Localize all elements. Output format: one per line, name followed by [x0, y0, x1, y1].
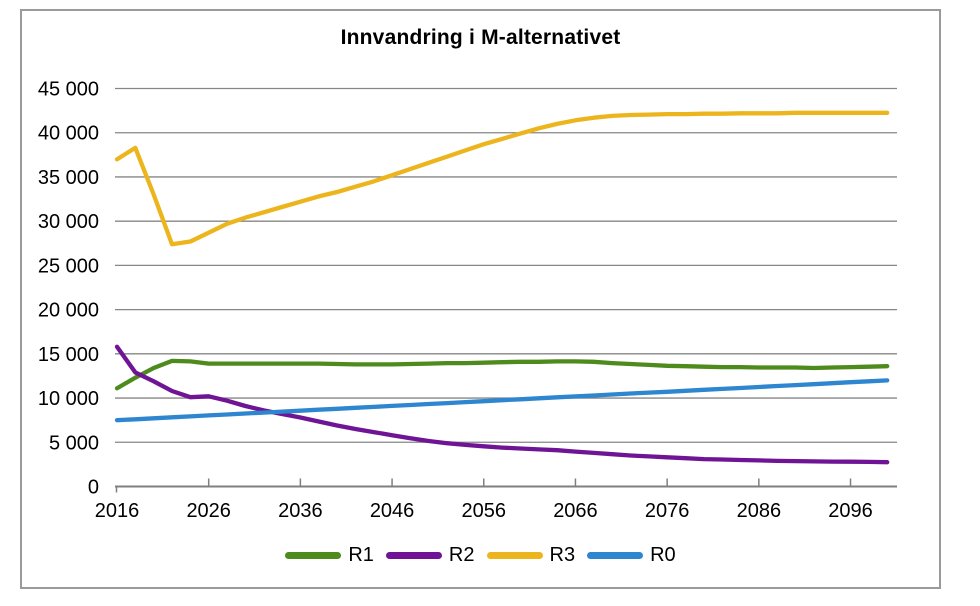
y-axis-label: 30 000: [38, 211, 99, 233]
legend-label: R3: [549, 544, 576, 566]
x-axis-label: 2096: [828, 500, 873, 522]
legend-label: R2: [448, 544, 475, 566]
y-axis-label: 40 000: [38, 123, 99, 145]
legend-item-R0: R0: [587, 544, 676, 567]
x-axis-label: 2056: [462, 500, 507, 522]
legend-label: R0: [650, 544, 676, 566]
legend-swatch-R3: [486, 552, 543, 559]
legend-label: R1: [348, 544, 374, 566]
series-line-R0: [114, 378, 890, 423]
series-line-R3: [114, 110, 890, 247]
y-axis-label: 45 000: [38, 79, 99, 101]
legend-item-R1: R1: [285, 544, 374, 567]
x-axis-label: 2066: [553, 500, 598, 522]
chart-title: Innvandring i M-alternativet: [340, 26, 621, 49]
y-axis-label: 25 000: [38, 255, 99, 277]
legend-swatch-R0: [587, 552, 644, 559]
x-axis-label: 2026: [186, 500, 231, 522]
y-axis-label: 10 000: [38, 388, 99, 410]
legend: R1 R2 R3 R0: [20, 544, 941, 567]
chart-frame: [20, 9, 941, 589]
y-axis-label: 35 000: [38, 167, 99, 189]
legend-item-R3: R3: [486, 544, 576, 567]
x-axis-label: 2086: [737, 500, 782, 522]
x-axis-label: 2046: [370, 500, 415, 522]
legend-swatch-R1: [285, 552, 342, 559]
legend-item-R2: R2: [385, 544, 475, 567]
x-axis-label: 2036: [278, 500, 323, 522]
series-line-R1: [114, 358, 890, 391]
x-axis-label: 2076: [645, 500, 690, 522]
y-axis-label: 20 000: [38, 300, 99, 322]
y-axis-label: 5 000: [49, 432, 99, 454]
x-axis-label: 2016: [95, 500, 140, 522]
y-axis-label: 0: [88, 477, 99, 499]
legend-swatch-R2: [385, 552, 442, 559]
series-line-R2: [114, 344, 890, 465]
y-axis-label: 15 000: [38, 344, 99, 366]
